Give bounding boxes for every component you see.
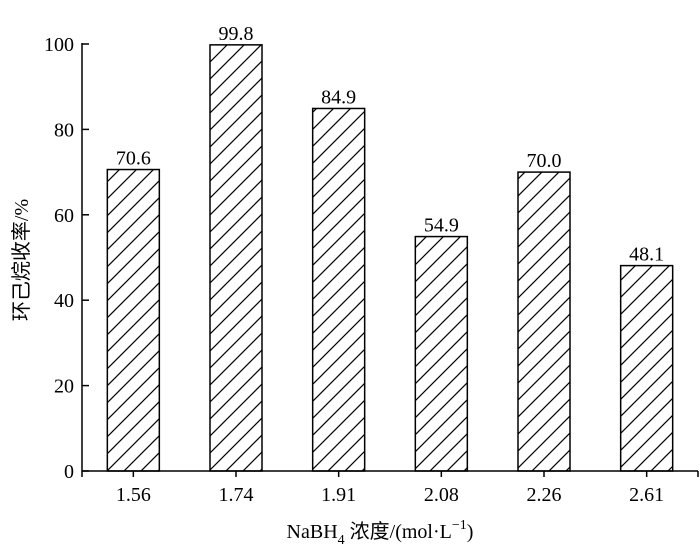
- bar-2.08: [414, 235, 469, 472]
- x-axis-label-subscript: 4: [338, 533, 345, 548]
- bar-1.91: [311, 107, 366, 472]
- bar-2.26: [517, 171, 571, 472]
- data-label-1.74: 99.8: [219, 23, 254, 45]
- x-tick-label: 2.08: [424, 484, 459, 506]
- data-label-2.08: 54.9: [424, 215, 459, 237]
- x-axis-label-end: ): [467, 521, 474, 543]
- x-axis-label-superscript: −1: [452, 518, 467, 533]
- data-label-2.61: 48.1: [629, 244, 664, 266]
- y-tick-label: 0: [64, 461, 74, 483]
- data-label-1.91: 84.9: [321, 86, 356, 108]
- axes-group: [81, 43, 698, 472]
- y-tick-label: 20: [54, 376, 74, 398]
- bar-1.74: [209, 44, 263, 472]
- x-tick-label: 2.61: [629, 484, 664, 506]
- bar-1.56: [106, 168, 161, 472]
- bars-group: [106, 44, 674, 472]
- x-tick-label: 1.91: [321, 484, 356, 506]
- x-axis-label-rest: 浓度/(mol·L: [345, 520, 452, 543]
- y-axis-label: 环己烷收率/%: [10, 199, 33, 321]
- data-label-2.26: 70.0: [527, 150, 562, 172]
- x-axis-label: NaBH4 浓度/(mol·L−1): [287, 518, 474, 548]
- x-tick-label: 1.56: [116, 484, 151, 506]
- x-tick-label: 2.26: [527, 484, 562, 506]
- y-tick-label: 100: [44, 34, 74, 56]
- bar-2.61: [619, 264, 674, 472]
- y-tick-label: 80: [54, 119, 74, 141]
- x-axis-label-main: NaBH: [287, 521, 338, 543]
- y-ticks-group: 0 20 40 60 80 100: [44, 34, 89, 483]
- y-tick-label: 40: [54, 290, 74, 312]
- value-labels-group: 70.6 99.8 84.9 54.9 70.0 48.1: [116, 23, 664, 266]
- data-label-1.56: 70.6: [116, 148, 151, 170]
- x-ticks-group: 1.56 1.74 1.91 2.08 2.26 2.61: [81, 471, 699, 506]
- x-tick-label: 1.74: [219, 484, 254, 506]
- y-tick-label: 60: [54, 205, 74, 227]
